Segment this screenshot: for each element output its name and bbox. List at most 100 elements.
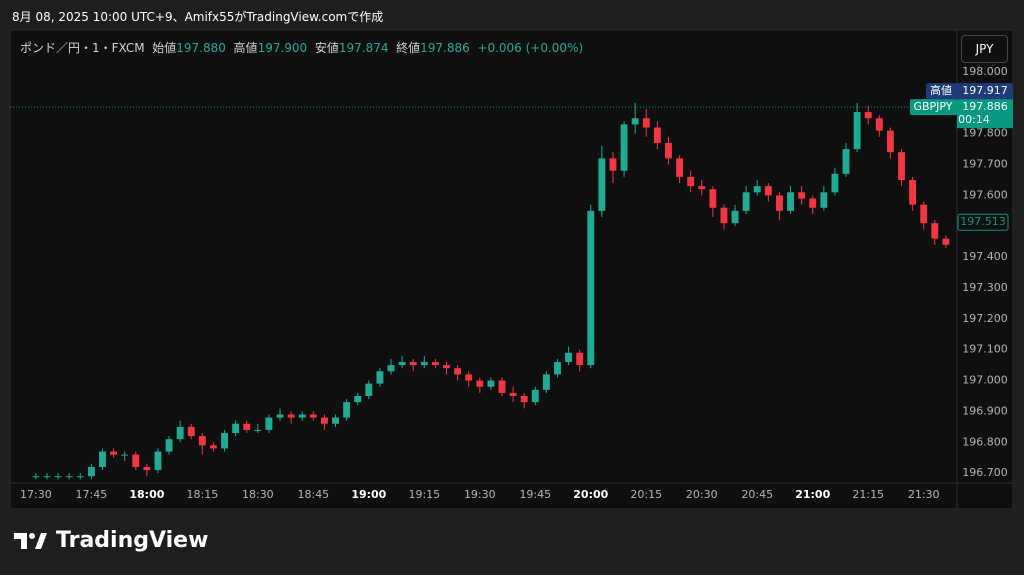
x-tick-label: 19:00 bbox=[351, 488, 386, 501]
candle-body bbox=[698, 186, 706, 190]
candle-body bbox=[354, 395, 362, 403]
x-tick-label: 18:30 bbox=[242, 488, 274, 501]
candle-body bbox=[409, 362, 417, 366]
candles bbox=[32, 102, 950, 480]
cursor-price-label: 197.513 bbox=[960, 215, 1006, 228]
x-tick-label: 19:15 bbox=[408, 488, 440, 501]
candle-body bbox=[420, 362, 428, 366]
y-tick-label: 197.800 bbox=[962, 127, 1008, 140]
candle-body bbox=[54, 476, 62, 478]
candle-body bbox=[531, 389, 539, 403]
last-price-name-box bbox=[910, 99, 957, 116]
last-price-name: GBPJPY bbox=[913, 100, 952, 113]
candle-body bbox=[665, 142, 672, 159]
candle-body bbox=[687, 176, 695, 187]
chart-frame bbox=[9, 29, 1014, 510]
candle-body bbox=[298, 414, 306, 418]
currency-button[interactable]: JPY bbox=[961, 35, 1008, 63]
candle-body bbox=[210, 445, 217, 449]
candle-body bbox=[820, 192, 828, 208]
y-tick-label: 197.200 bbox=[962, 312, 1008, 325]
candle-body bbox=[798, 192, 806, 199]
x-tick-label: 20:00 bbox=[573, 488, 608, 501]
candle-body bbox=[487, 380, 495, 387]
symbol: ポンド／円・1・FXCM bbox=[20, 41, 145, 55]
candle-body bbox=[132, 454, 140, 467]
candle-body bbox=[431, 362, 439, 366]
x-tick-label: 21:15 bbox=[852, 488, 884, 501]
candle-body bbox=[731, 210, 739, 224]
x-tick-label: 19:30 bbox=[464, 488, 496, 501]
candle-body bbox=[87, 466, 95, 477]
last-price-label: 197.886 bbox=[962, 100, 1008, 113]
open-label: 始値 bbox=[152, 41, 177, 55]
x-tick-label: 20:30 bbox=[686, 488, 718, 501]
candle-body bbox=[476, 380, 484, 387]
candle-body bbox=[875, 118, 883, 131]
candle-body bbox=[942, 238, 950, 245]
candle-body bbox=[787, 192, 794, 211]
candle-body bbox=[565, 352, 573, 363]
candle-body bbox=[853, 112, 861, 150]
countdown: 00:14 bbox=[958, 113, 990, 126]
brand-name: TradingView bbox=[56, 528, 209, 553]
close-value: 197.886 bbox=[420, 41, 470, 55]
candle-body bbox=[332, 417, 339, 424]
candle-body bbox=[909, 179, 917, 205]
candle-body bbox=[809, 198, 817, 208]
candle-body bbox=[520, 395, 528, 403]
high-name-box bbox=[926, 83, 957, 100]
candle-body bbox=[165, 439, 173, 452]
candle-body bbox=[498, 380, 506, 393]
candle-body bbox=[43, 476, 51, 478]
candle-body bbox=[864, 112, 872, 119]
candle-body bbox=[154, 451, 162, 471]
candle-body bbox=[653, 127, 661, 143]
candle-body bbox=[232, 423, 240, 434]
candle-body bbox=[454, 368, 462, 375]
candle-body bbox=[676, 158, 683, 177]
candle-body bbox=[642, 118, 650, 128]
candle-body bbox=[443, 365, 450, 369]
candle-body bbox=[99, 451, 106, 467]
candle-body bbox=[198, 436, 206, 446]
axes: 196.700 196.800 196.900 197.000 197.100 197.2… bbox=[20, 65, 1013, 501]
candle-body bbox=[742, 192, 750, 211]
brand-logo bbox=[14, 532, 47, 549]
x-tick-label: 21:30 bbox=[908, 488, 940, 501]
candle-body bbox=[343, 402, 351, 418]
candle-body bbox=[886, 130, 894, 153]
candle-body bbox=[376, 371, 384, 384]
candle-body bbox=[110, 451, 118, 455]
candle-body bbox=[554, 362, 561, 375]
low-label: 安値 bbox=[314, 41, 339, 55]
x-tick-label: 21:00 bbox=[795, 488, 830, 501]
candle-body bbox=[287, 414, 295, 418]
x-tick-label: 20:15 bbox=[630, 488, 662, 501]
candle-body bbox=[365, 383, 373, 396]
candle-body bbox=[576, 352, 584, 366]
candle-body bbox=[309, 414, 317, 418]
x-tick-label: 20:45 bbox=[741, 488, 773, 501]
x-tick-label: 18:45 bbox=[297, 488, 329, 501]
x-tick-label: 19:45 bbox=[519, 488, 551, 501]
candle-body bbox=[842, 149, 850, 174]
y-tick-label: 197.700 bbox=[962, 158, 1008, 171]
x-tick-label: 18:00 bbox=[129, 488, 164, 501]
y-tick-label: 197.000 bbox=[962, 374, 1008, 387]
y-tick-label: 198.000 bbox=[962, 65, 1008, 78]
candle-body bbox=[65, 476, 73, 478]
brand: TradingView bbox=[14, 528, 208, 553]
y-tick-label: 197.300 bbox=[962, 281, 1008, 294]
candle-body bbox=[720, 207, 728, 224]
close-label: 終値 bbox=[396, 41, 421, 55]
candle-body bbox=[265, 417, 273, 430]
candle-body bbox=[753, 186, 761, 193]
candle-body bbox=[121, 454, 129, 456]
y-tick-label: 196.900 bbox=[962, 404, 1008, 417]
candle-body bbox=[221, 433, 228, 449]
candle-body bbox=[276, 414, 284, 418]
candle-body bbox=[898, 152, 905, 180]
